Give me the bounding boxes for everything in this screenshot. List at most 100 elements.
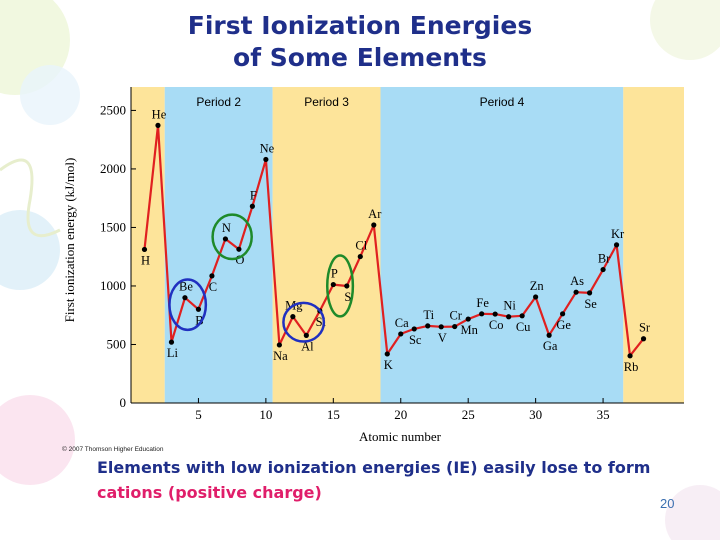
element-label: As xyxy=(570,274,584,288)
element-label: Be xyxy=(179,280,193,294)
data-point xyxy=(384,351,390,357)
data-point xyxy=(465,316,471,322)
element-label: Fe xyxy=(476,296,489,310)
element-label: Ti xyxy=(423,308,434,322)
data-point xyxy=(411,326,417,332)
series-line xyxy=(143,124,645,357)
highlight-circle xyxy=(325,254,355,318)
x-tick-label: 35 xyxy=(597,407,610,422)
data-point xyxy=(506,314,512,320)
element-label: Ca xyxy=(395,316,409,330)
data-point xyxy=(330,281,336,288)
data-point xyxy=(276,342,282,348)
x-tick-label: 30 xyxy=(529,407,542,422)
data-point xyxy=(627,353,633,359)
element-labels: HHeLiBeBCNOFNeNaMgAlSiPSClArKCaScTiVCrMn… xyxy=(141,107,651,373)
element-label: O xyxy=(235,253,244,267)
y-tick-label: 500 xyxy=(107,336,127,351)
data-point xyxy=(168,339,175,345)
element-label: Co xyxy=(489,318,504,332)
y-tick-label: 1500 xyxy=(100,219,126,234)
element-label: Mn xyxy=(461,323,479,337)
data-point xyxy=(344,283,350,289)
data-point xyxy=(519,313,525,319)
data-point xyxy=(263,156,269,163)
element-label: Cu xyxy=(516,320,531,334)
data-point xyxy=(479,311,485,317)
element-label: Ni xyxy=(503,299,516,313)
element-label: Cr xyxy=(449,309,462,323)
element-label: Zn xyxy=(530,279,545,293)
data-point xyxy=(492,311,498,317)
element-label: S xyxy=(344,290,351,304)
period-band xyxy=(272,87,381,403)
element-label: Al xyxy=(301,339,314,353)
x-tick-label: 10 xyxy=(259,407,272,422)
element-label: Sr xyxy=(639,321,651,335)
slide-number: 20 xyxy=(660,496,675,511)
copyright-note: © 2007 Thomson Higher Education xyxy=(62,446,164,453)
caption-text: Elements with low ionization energies (I… xyxy=(97,458,651,477)
deco-bubble xyxy=(665,485,720,540)
data-point xyxy=(546,332,552,338)
element-label: K xyxy=(384,358,393,372)
element-label: C xyxy=(209,280,217,294)
slide-title-line2: of Some Elements xyxy=(233,43,487,72)
element-label: Ne xyxy=(260,141,275,155)
element-label: Ar xyxy=(368,207,382,221)
data-point xyxy=(155,122,161,128)
data-point xyxy=(573,289,579,295)
data-point xyxy=(209,273,215,279)
element-label: Si xyxy=(316,315,327,329)
data-point xyxy=(303,332,309,338)
period-bands: Period 2 Period 3 Period 4 xyxy=(131,87,684,403)
element-label: Cl xyxy=(355,239,367,253)
element-label: Li xyxy=(167,346,179,360)
data-point xyxy=(640,336,647,342)
element-label: P xyxy=(331,267,338,281)
deco-bubble xyxy=(0,395,75,485)
x-tick-label: 15 xyxy=(327,407,340,422)
data-point xyxy=(452,323,458,330)
x-tick-label: 25 xyxy=(462,407,475,422)
period-label: Period 4 xyxy=(480,95,525,109)
data-point xyxy=(195,306,202,312)
element-label: B xyxy=(195,313,203,327)
data-point xyxy=(141,246,148,253)
data-point xyxy=(398,331,404,337)
tick-labels: 0 500 1000 1500 2000 2500 5 10 15 20 25 30 35 xyxy=(100,102,610,422)
element-label: V xyxy=(438,331,447,345)
element-label: Se xyxy=(584,297,597,311)
data-points xyxy=(141,122,647,359)
period-band xyxy=(164,87,273,403)
period-label: Period 3 xyxy=(304,95,349,109)
y-tick-label: 1000 xyxy=(100,278,126,293)
y-tick-label: 2000 xyxy=(100,161,126,176)
deco-swirl xyxy=(0,158,61,238)
data-point xyxy=(560,311,566,317)
chart-axes xyxy=(130,87,684,404)
highlight-circle xyxy=(282,301,326,343)
element-label: Rb xyxy=(624,360,639,374)
element-label: F xyxy=(250,188,257,202)
data-point xyxy=(290,314,296,320)
period-label: Period 2 xyxy=(196,95,241,109)
data-point xyxy=(600,266,606,273)
element-label: Br xyxy=(598,252,611,266)
highlight-circles xyxy=(168,213,355,343)
data-point xyxy=(236,246,242,252)
x-tick-label: 5 xyxy=(195,407,202,422)
deco-bubble xyxy=(20,65,80,125)
data-point xyxy=(533,294,539,300)
series-path xyxy=(143,124,645,357)
y-tick-label: 2500 xyxy=(100,102,126,117)
data-point xyxy=(249,203,255,209)
caption-highlight: cations (positive charge) xyxy=(97,483,322,502)
period-band xyxy=(380,87,624,403)
element-label: Ga xyxy=(543,339,558,353)
element-label: Na xyxy=(273,349,288,363)
element-label: He xyxy=(152,107,167,121)
deco-bubble xyxy=(0,210,60,290)
